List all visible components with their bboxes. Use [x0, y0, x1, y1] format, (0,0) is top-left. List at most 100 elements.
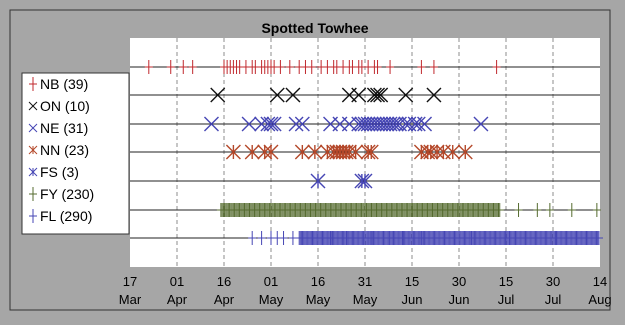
data-point	[279, 231, 288, 245]
legend-marker	[29, 187, 37, 201]
data-point	[492, 60, 501, 74]
x-axis-ticks: 17 Mar 01 Apr 16 Apr 01 May 16 May 31 May 15 Jun 30 Jun…	[119, 274, 612, 307]
data-point	[495, 203, 504, 217]
data-point	[385, 116, 401, 132]
legend-marker	[28, 167, 38, 177]
chart-frame	[9, 9, 611, 311]
data-point	[288, 231, 297, 245]
data-point	[592, 203, 601, 217]
data-point	[398, 87, 414, 103]
x-tick-month: Jun	[449, 292, 470, 307]
x-tick-day: 31	[358, 274, 372, 289]
data-point	[429, 60, 438, 74]
legend-label: NB (39)	[40, 76, 88, 92]
x-tick-month: May	[353, 292, 378, 307]
x-tick-day: 14	[593, 274, 607, 289]
data-point	[595, 231, 603, 245]
data-point	[225, 144, 241, 160]
data-point	[348, 144, 364, 160]
x-tick-day: 30	[452, 274, 466, 289]
data-point	[473, 116, 489, 132]
data-point	[398, 231, 407, 245]
data-point	[360, 144, 376, 160]
data-point	[342, 231, 351, 245]
legend-marker	[28, 145, 38, 155]
data-point	[467, 231, 476, 245]
data-point	[241, 116, 257, 132]
data-point	[351, 87, 367, 103]
data-point	[257, 144, 273, 160]
data-point	[426, 87, 442, 103]
x-tick-day: 01	[170, 274, 184, 289]
data-point	[244, 144, 260, 160]
data-point	[288, 116, 304, 132]
data-point	[310, 173, 326, 189]
data-point	[567, 203, 576, 217]
data-point	[357, 173, 373, 189]
legend-label: FY (230)	[40, 186, 94, 202]
x-tick-day: 17	[123, 274, 137, 289]
x-tick-month: May	[306, 292, 331, 307]
data-point	[266, 116, 282, 132]
data-point	[417, 231, 426, 245]
data-point	[263, 144, 279, 160]
data-point	[429, 144, 445, 160]
data-point	[260, 116, 276, 132]
x-tick-day: 16	[217, 274, 231, 289]
data-point	[545, 203, 554, 217]
data-point	[335, 144, 351, 160]
data-point	[363, 144, 379, 160]
x-tick-day: 15	[499, 274, 513, 289]
data-point	[144, 60, 153, 74]
data-point	[417, 116, 433, 132]
x-tick-month: Mar	[119, 292, 142, 307]
data-point	[373, 60, 382, 74]
data-point	[373, 87, 389, 103]
data-point	[505, 231, 514, 245]
x-tick-month: Jul	[498, 292, 515, 307]
x-tick-month: Jul	[545, 292, 562, 307]
x-tick-month: Aug	[588, 292, 611, 307]
data-point	[276, 60, 285, 74]
legend-label: NN (23)	[40, 142, 89, 158]
data-point	[445, 144, 461, 160]
legend-marker	[29, 209, 37, 223]
legend-label: FL (290)	[40, 208, 92, 224]
legend-label: ON (10)	[40, 98, 90, 114]
data-point	[210, 87, 226, 103]
data-point	[326, 231, 335, 245]
x-tick-month: Apr	[214, 292, 235, 307]
data-point	[417, 60, 426, 74]
data-point	[188, 60, 197, 74]
data-point	[410, 116, 426, 132]
data-point	[179, 60, 188, 74]
data-point	[307, 60, 316, 74]
x-tick-day: 30	[546, 274, 560, 289]
legend-box	[21, 72, 130, 235]
legend-label: FS (3)	[40, 164, 79, 180]
legend-label: NE (31)	[40, 120, 88, 136]
data-point	[248, 231, 257, 245]
data-point	[366, 87, 382, 103]
data-point	[370, 87, 386, 103]
x-tick-day: 01	[264, 274, 278, 289]
data-point	[294, 116, 310, 132]
data-point	[269, 87, 285, 103]
data-markers	[144, 60, 603, 245]
x-tick-month: May	[259, 292, 284, 307]
x-tick-month: Jun	[402, 292, 423, 307]
data-point	[367, 231, 376, 245]
data-point	[203, 116, 219, 132]
x-tick-day: 15	[405, 274, 419, 289]
legend-marker	[28, 101, 38, 111]
legend: NB (39) ON (10) NE (31) NN (23) FS (3) FY (23…	[21, 72, 130, 235]
data-point	[341, 144, 357, 160]
data-point	[386, 60, 395, 74]
data-point	[457, 144, 473, 160]
data-point	[354, 173, 370, 189]
data-point	[166, 60, 175, 74]
data-point	[386, 231, 395, 245]
data-point	[552, 231, 561, 245]
